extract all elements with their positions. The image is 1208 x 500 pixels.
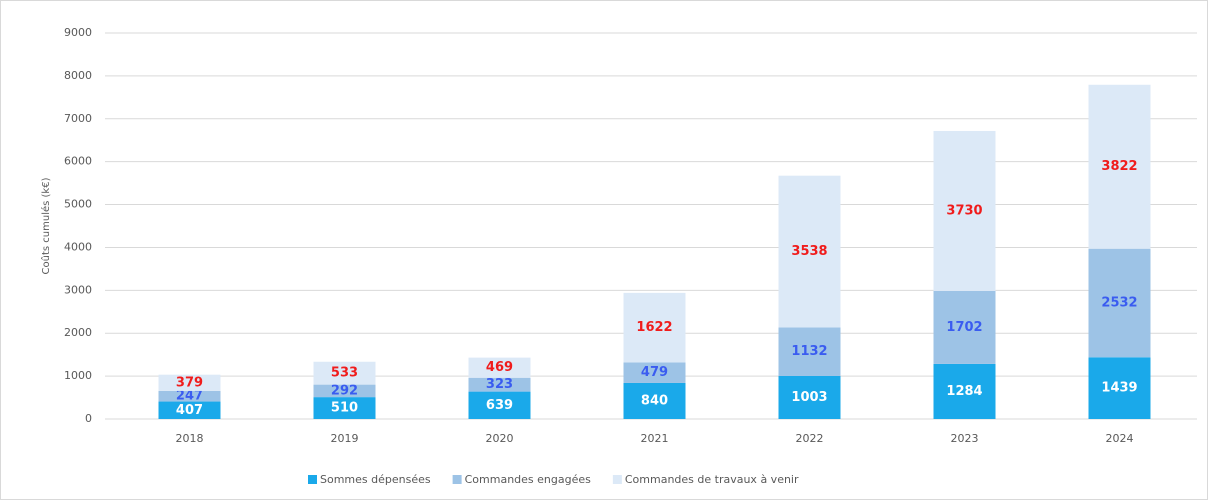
bar-segment — [933, 130, 996, 291]
value-label: 1702 — [946, 320, 982, 335]
bar-segment — [313, 397, 376, 419]
bar-segment — [778, 327, 841, 376]
x-tick-label: 2023 — [951, 432, 979, 445]
bar-segment — [1088, 357, 1151, 419]
bar-segment — [468, 357, 531, 378]
y-axis-title: Coûts cumulés (k€) — [40, 177, 52, 274]
x-tick-label: 2021 — [641, 432, 669, 445]
y-tick-label: 9000 — [64, 26, 92, 39]
value-label: 510 — [331, 401, 358, 416]
y-tick-label: 7000 — [64, 112, 92, 125]
bar-segment — [623, 292, 686, 363]
bar-segment — [158, 401, 221, 419]
value-label: 840 — [641, 393, 668, 408]
value-label: 1439 — [1101, 381, 1137, 396]
value-label: 3822 — [1101, 159, 1137, 174]
bar-segment — [623, 362, 686, 383]
bar-segment — [778, 175, 841, 328]
legend-swatch — [308, 475, 317, 484]
value-label: 639 — [486, 398, 513, 413]
x-tick-label: 2020 — [486, 432, 514, 445]
y-tick-label: 3000 — [64, 283, 92, 296]
value-label: 1132 — [791, 344, 827, 359]
legend-label: Sommes dépensées — [320, 473, 431, 486]
x-tick-label: 2024 — [1106, 432, 1134, 445]
bar-segment — [1088, 248, 1151, 358]
bar-segment — [933, 290, 996, 364]
x-tick-label: 2018 — [176, 432, 204, 445]
value-label: 479 — [641, 365, 668, 380]
y-tick-label: 8000 — [64, 69, 92, 82]
value-label: 2532 — [1101, 295, 1137, 310]
bar-segment — [1088, 84, 1151, 249]
value-label: 469 — [486, 360, 513, 375]
legend-swatch — [612, 475, 622, 484]
value-label: 533 — [331, 366, 358, 381]
value-label: 1622 — [636, 320, 672, 335]
bar-segment — [468, 391, 531, 419]
value-label: 1284 — [946, 384, 982, 399]
legend-swatch — [452, 475, 462, 484]
bar-segment — [158, 390, 221, 402]
value-label: 292 — [331, 383, 358, 398]
y-tick-label: 0 — [85, 412, 92, 425]
bar-segment — [778, 375, 841, 419]
x-tick-label: 2022 — [796, 432, 824, 445]
x-tick-label: 2019 — [331, 432, 359, 445]
y-tick-label: 2000 — [64, 326, 92, 339]
bar-segment — [468, 377, 531, 392]
y-tick-label: 6000 — [64, 155, 92, 168]
bar-segment — [313, 384, 376, 398]
bar-segment — [313, 361, 376, 385]
value-label: 247 — [176, 389, 203, 404]
value-label: 3730 — [946, 203, 982, 218]
legend-label: Commandes engagées — [465, 473, 592, 486]
value-label: 1003 — [791, 390, 827, 405]
value-label: 3538 — [791, 244, 827, 259]
bar-segment — [623, 382, 686, 419]
value-label: 379 — [176, 375, 203, 390]
value-label: 323 — [486, 377, 513, 392]
bar-segment — [933, 363, 996, 419]
y-tick-label: 1000 — [64, 369, 92, 382]
value-label: 407 — [176, 403, 203, 418]
y-tick-label: 4000 — [64, 240, 92, 253]
y-tick-label: 5000 — [64, 198, 92, 211]
legend-label: Commandes de travaux à venir — [625, 473, 799, 486]
bar-segment — [158, 374, 221, 391]
